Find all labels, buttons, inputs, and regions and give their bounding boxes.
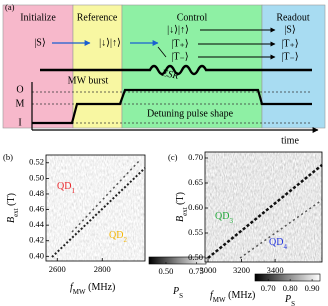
state: |S⟩ — [284, 24, 296, 35]
y-tick-label: 0.44 — [29, 219, 45, 229]
panel-b: (b) 0.40 0.42 0.44 0.46 0.48 0.50 0.52 2600 2800 B… — [3, 152, 207, 300]
x-axis-label: fMW (MHz) — [210, 290, 255, 303]
colorbar-label: PS — [172, 286, 183, 299]
pulse-label: Detuning pulse shape — [147, 108, 234, 119]
panel-c: (c) 0.50 0.55 0.60 0.65 0.70 3000 3200 3400 Bext … — [168, 151, 323, 306]
y-tick-label: 0.70 — [188, 152, 203, 162]
phase-label: Reference — [77, 12, 118, 23]
phase-box — [261, 4, 326, 129]
resonance-line — [71, 159, 141, 233]
plot-frame — [45, 154, 146, 262]
resonance-line — [51, 167, 146, 258]
annotation-part: 1 — [71, 187, 75, 195]
y-tick-label: 0.55 — [188, 227, 203, 237]
x-tick-label: 3000 — [200, 265, 217, 275]
phase-box — [121, 4, 263, 129]
x-tick-label: 2800 — [94, 264, 111, 274]
annotation-part: QD — [215, 211, 229, 222]
y-tick-label: 0.48 — [29, 188, 44, 198]
colorbar-label-part: S — [179, 292, 183, 300]
x-axis-label-part: MW — [73, 288, 86, 296]
phase-label: Control — [177, 12, 208, 23]
y-tick-label: 0.46 — [29, 204, 44, 214]
y-tick-label: 0.42 — [29, 235, 44, 245]
colorbar-tick-label: 0.50 — [159, 266, 174, 276]
y-tick-label: 0.40 — [29, 250, 44, 260]
annotation-part: 3 — [229, 217, 233, 225]
annotation-part: 2 — [123, 236, 127, 244]
phase-label: Readout — [276, 12, 310, 23]
axis-label: time — [281, 135, 299, 146]
state: |T₊⟩ — [171, 38, 188, 49]
state: |↓⟩|↑⟩ — [167, 24, 189, 35]
esr-link — [157, 46, 167, 58]
level-label: I — [18, 117, 21, 128]
mw-burst-line — [40, 64, 312, 76]
x-axis-label-part: f — [70, 282, 74, 293]
y-axis-label-part: B — [175, 216, 186, 222]
x-axis-label-part: (MHz) — [86, 282, 116, 293]
phase-box — [2, 4, 74, 129]
x-axis-label-part: (MHz) — [226, 290, 256, 301]
y-tick-label: 0.52 — [29, 157, 44, 167]
resonance-line — [239, 199, 323, 259]
y-axis-label: Bext (T) — [6, 193, 19, 223]
level-label: M — [16, 98, 25, 109]
colorbar-label-part: P — [172, 286, 179, 297]
x-tick-label: 2600 — [49, 264, 66, 274]
annotation-part: QD — [109, 230, 123, 241]
colorbar — [254, 273, 321, 282]
heatmap — [205, 152, 322, 262]
y-axis-label-part: ext — [12, 208, 20, 217]
annotation: QD1 — [57, 181, 75, 194]
state: |T₋⟩ — [171, 51, 188, 62]
y-tick-label: 0.65 — [188, 177, 203, 187]
state: |T₊⟩ — [281, 38, 298, 49]
x-tick-label: 3200 — [233, 265, 250, 275]
pulse-line — [32, 88, 312, 125]
panel-label: (b) — [3, 152, 13, 162]
x-tick-label: 3400 — [267, 265, 284, 275]
y-tick-label: 0.50 — [188, 252, 203, 262]
y-axis-label-part: ext — [181, 207, 189, 216]
phase-label: Initialize — [20, 12, 56, 23]
y-axis-label-part: (T) — [175, 192, 186, 207]
colorbar-label-part: S — [291, 300, 295, 306]
panel-label: (c) — [168, 152, 178, 162]
colorbar-label: PS — [284, 294, 295, 306]
state: |S⟩ — [34, 37, 46, 48]
colorbar-tick-label: 0.90 — [305, 283, 320, 293]
annotation-part: 4 — [283, 243, 287, 251]
annotation-part: QD — [57, 181, 71, 192]
colorbar-tick-label: 0.80 — [283, 283, 298, 293]
x-axis-label-part: f — [210, 290, 214, 301]
x-axis-label-part: MW — [213, 296, 226, 304]
y-axis-label-part: (T) — [6, 193, 17, 208]
state: |T₋⟩ — [281, 51, 298, 62]
heatmap — [46, 155, 145, 261]
panel-a: (a) Initialize Reference Control Readout… — [2, 2, 326, 146]
annotation: QD2 — [109, 230, 127, 243]
y-tick-label: 0.50 — [29, 172, 44, 182]
annotation-part: QD — [269, 237, 283, 248]
y-tick-label: 0.60 — [188, 202, 203, 212]
level-label: O — [16, 84, 23, 95]
y-axis-label: Bext (T) — [175, 192, 188, 222]
mw-label: MW burst — [68, 75, 109, 86]
plot-frame — [204, 151, 323, 263]
colorbar-tick-label: 0.75 — [189, 266, 204, 276]
resonance-line — [207, 164, 323, 259]
annotation: QD3 — [215, 211, 233, 224]
annotation: QD4 — [269, 237, 287, 250]
x-axis-label: fMW (MHz) — [70, 282, 115, 295]
state: |↓⟩|↑⟩ — [99, 37, 121, 48]
phase-box — [72, 4, 123, 129]
colorbar-tick-label: 0.70 — [261, 283, 276, 293]
y-axis-label-part: B — [6, 217, 17, 223]
panel-label: (a) — [5, 2, 15, 12]
colorbar-label-part: P — [284, 294, 291, 305]
